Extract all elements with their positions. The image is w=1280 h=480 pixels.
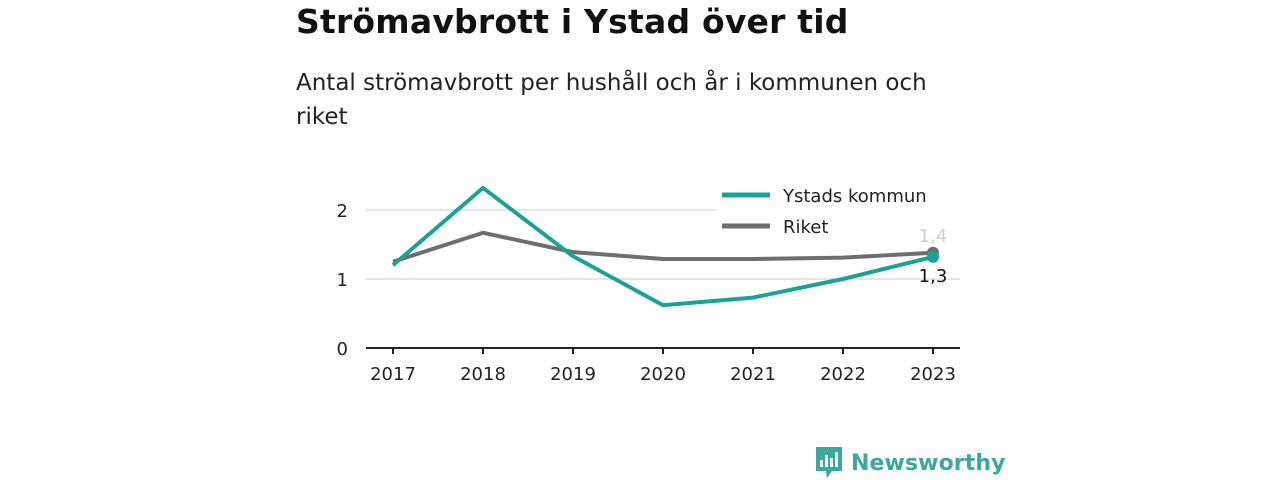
y-tick-label: 1: [337, 270, 348, 291]
end-point-ystad: [927, 250, 939, 263]
x-tick-label: 2017: [370, 364, 416, 385]
x-tick-label: 2019: [550, 364, 596, 385]
series-line-ystad: [391, 185, 934, 308]
legend-label-ystad: Ystads kommun: [782, 186, 927, 207]
legend-label-riket: Riket: [783, 217, 828, 238]
chart-subtitle: Antal strömavbrott per hushåll och år i …: [296, 70, 927, 130]
x-tick-label: 2021: [730, 364, 776, 385]
x-tick-label: 2018: [460, 364, 506, 385]
chart-title: Strömavbrott i Ystad över tid: [296, 2, 849, 41]
y-tick-label: 2: [337, 201, 348, 222]
x-tick-label: 2020: [640, 364, 686, 385]
newsworthy-logo-icon: [816, 447, 842, 478]
series-line-riket: [392, 230, 934, 264]
x-tick-label: 2023: [910, 364, 956, 385]
brand-logo: Newsworthy: [815, 446, 1006, 480]
end-label-riket: 1,4: [919, 226, 948, 247]
x-tick-label: 2022: [820, 364, 866, 385]
brand-name: Newsworthy: [851, 450, 1006, 476]
legend-background: [716, 180, 960, 242]
end-label-ystad: 1,3: [919, 266, 948, 287]
y-tick-label: 0: [337, 339, 348, 360]
